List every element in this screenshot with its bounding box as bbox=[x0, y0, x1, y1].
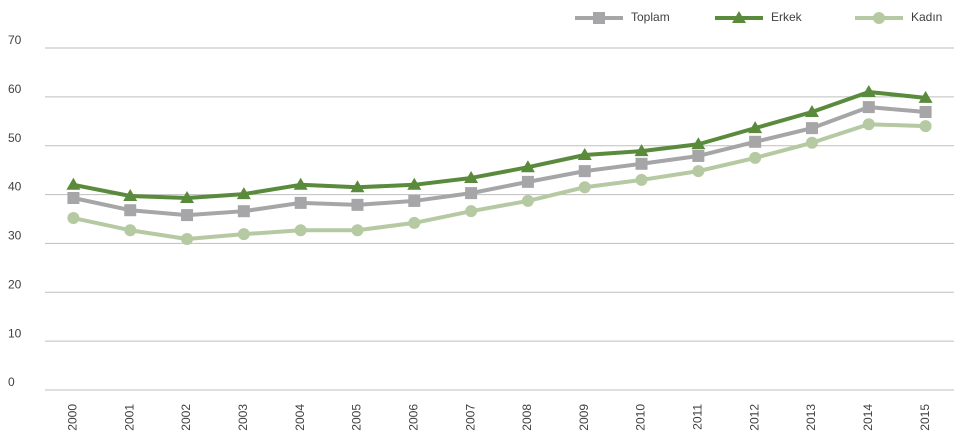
point bbox=[748, 121, 763, 134]
point bbox=[123, 189, 138, 202]
point bbox=[805, 136, 818, 149]
x-tick-label: 2007 bbox=[463, 404, 477, 431]
legend-marker bbox=[873, 12, 885, 24]
point bbox=[634, 144, 649, 157]
point bbox=[236, 187, 251, 200]
legend-label: Erkek bbox=[771, 10, 803, 24]
point bbox=[237, 228, 250, 241]
legend-marker bbox=[732, 11, 746, 23]
point bbox=[124, 224, 137, 237]
y-tick-label: 50 bbox=[8, 131, 22, 145]
point bbox=[294, 224, 307, 237]
point bbox=[578, 181, 591, 194]
point bbox=[692, 165, 705, 178]
series-line bbox=[72, 105, 926, 218]
point bbox=[918, 90, 933, 103]
y-tick-label: 0 bbox=[8, 375, 15, 389]
point bbox=[465, 205, 478, 218]
x-tick-label: 2004 bbox=[293, 404, 307, 431]
x-tick-label: 2009 bbox=[577, 404, 591, 431]
point bbox=[805, 122, 818, 135]
point bbox=[749, 151, 762, 164]
point bbox=[465, 187, 478, 200]
point bbox=[862, 118, 875, 131]
point bbox=[351, 224, 364, 237]
x-tick-label: 2014 bbox=[861, 404, 875, 431]
legend-label: Kadın bbox=[911, 10, 942, 24]
point bbox=[237, 205, 250, 218]
point bbox=[749, 135, 762, 148]
point bbox=[577, 147, 592, 160]
y-tick-label: 70 bbox=[8, 33, 22, 47]
point bbox=[408, 216, 421, 229]
y-tick-label: 20 bbox=[8, 277, 22, 291]
point bbox=[66, 177, 81, 190]
y-tick-label: 30 bbox=[8, 229, 22, 243]
y-tick-label: 40 bbox=[8, 180, 22, 194]
y-tick-label: 10 bbox=[8, 326, 22, 340]
series-line bbox=[73, 89, 926, 200]
point bbox=[919, 106, 932, 119]
point bbox=[692, 149, 705, 162]
y-tick-label: 60 bbox=[8, 82, 22, 96]
point bbox=[293, 177, 308, 190]
point bbox=[67, 191, 80, 204]
x-tick-label: 2012 bbox=[747, 404, 761, 431]
point bbox=[464, 170, 479, 183]
x-tick-label: 2003 bbox=[236, 404, 250, 431]
point bbox=[350, 180, 365, 193]
point bbox=[919, 120, 932, 133]
x-tick-label: 2013 bbox=[804, 404, 818, 431]
x-tick-label: 2000 bbox=[66, 404, 80, 431]
series-line bbox=[72, 122, 926, 242]
point bbox=[181, 209, 194, 222]
x-tick-label: 2011 bbox=[691, 404, 705, 430]
point bbox=[862, 101, 875, 114]
point bbox=[804, 105, 819, 118]
x-tick-label: 2008 bbox=[520, 404, 534, 431]
point bbox=[691, 137, 706, 150]
point bbox=[861, 84, 876, 97]
point bbox=[67, 212, 80, 225]
point bbox=[635, 173, 648, 186]
x-tick-label: 2010 bbox=[634, 404, 648, 431]
point bbox=[521, 175, 534, 188]
legend-label: Toplam bbox=[631, 10, 670, 24]
point bbox=[407, 177, 422, 190]
point bbox=[180, 190, 195, 203]
point bbox=[578, 165, 591, 178]
x-tick-label: 2015 bbox=[918, 404, 932, 431]
x-tick-label: 2002 bbox=[179, 404, 193, 431]
x-tick-label: 2005 bbox=[350, 404, 364, 431]
x-tick-label: 2006 bbox=[406, 404, 420, 431]
point bbox=[294, 196, 307, 209]
point bbox=[181, 233, 194, 246]
legend-marker bbox=[593, 12, 605, 24]
point bbox=[635, 157, 648, 170]
point bbox=[351, 198, 364, 211]
point bbox=[521, 194, 534, 207]
point bbox=[408, 194, 421, 207]
point bbox=[124, 204, 137, 217]
point bbox=[520, 160, 535, 173]
x-tick-label: 2001 bbox=[122, 404, 136, 431]
